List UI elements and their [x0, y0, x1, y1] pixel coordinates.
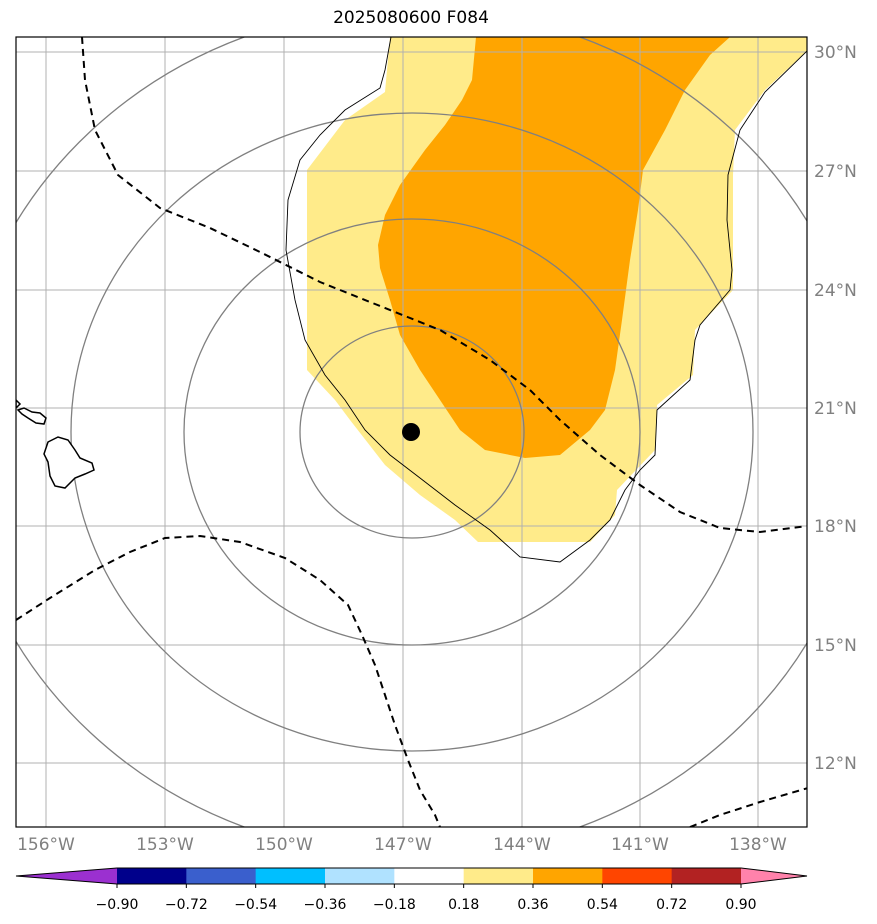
- colorbar-tick-label: −0.54: [234, 897, 277, 913]
- map-frame: [15, 36, 808, 828]
- lon-label-153: 153°W: [136, 835, 194, 855]
- latitude-labels: 30°N 27°N 24°N 21°N 18°N 15°N 12°N: [814, 43, 857, 774]
- longitude-labels: 156°W 153°W 150°W 147°W 144°W 141°W 138°…: [17, 835, 787, 855]
- lon-label-156: 156°W: [17, 835, 75, 855]
- colorbar-segment: [671, 868, 742, 884]
- lat-label-15: 15°N: [814, 636, 857, 656]
- colorbar-segment: [255, 868, 326, 884]
- colorbar-segment: [186, 868, 257, 884]
- colorbar-tick-label: 0.72: [656, 897, 687, 913]
- colorbar-tick-label: −0.36: [304, 897, 347, 913]
- colorbar-tick-label: −0.90: [96, 897, 139, 913]
- region-outline: [285, 37, 807, 563]
- maui: [16, 407, 47, 425]
- colorbar-tick-label: −0.18: [373, 897, 416, 913]
- colorbar-tick-label: −0.72: [165, 897, 208, 913]
- big-island: [43, 436, 95, 489]
- colorbar-extend-high: [741, 868, 807, 884]
- orange-shading: [378, 37, 730, 458]
- lon-label-138: 138°W: [729, 835, 787, 855]
- lon-label-144: 144°W: [493, 835, 551, 855]
- lat-label-12: 12°N: [814, 754, 857, 774]
- colorbar-segment: [533, 868, 603, 884]
- lon-label-150: 150°W: [255, 835, 313, 855]
- colorbar-tick-label: 0.90: [725, 897, 756, 913]
- storm-center-marker: [402, 423, 420, 441]
- colorbar-tick-label: 0.54: [587, 897, 618, 913]
- colorbar-segment: [117, 868, 187, 884]
- lat-label-27: 27°N: [814, 162, 857, 182]
- colorbar-segment: [463, 868, 534, 884]
- island-outlines: [16, 398, 95, 489]
- colorbar-segment: [602, 868, 673, 884]
- colorbar-segment: [325, 868, 395, 884]
- colorbar-tick-label: 0.18: [448, 897, 479, 913]
- lat-label-18: 18°N: [814, 517, 857, 537]
- oahu-fragment: [16, 398, 22, 410]
- lon-label-147: 147°W: [374, 835, 432, 855]
- colorbar-tick-label: 0.36: [517, 897, 548, 913]
- lat-label-30: 30°N: [814, 43, 857, 63]
- colorbar: [15, 867, 808, 885]
- colorbar-extend-low: [16, 868, 117, 884]
- lat-label-21: 21°N: [814, 399, 857, 419]
- lat-label-24: 24°N: [814, 281, 857, 301]
- colorbar-segment: [394, 868, 465, 884]
- lon-label-141: 141°W: [611, 835, 669, 855]
- map-title: 2025080600 F084: [333, 8, 489, 28]
- graticule: [16, 37, 807, 827]
- colorbar-ticks: −0.90 −0.72 −0.54 −0.36 −0.18 0.18 0.36 0.54 0.7…: [96, 884, 757, 913]
- dashed-contours: [16, 37, 807, 827]
- range-rings: [16, 37, 807, 827]
